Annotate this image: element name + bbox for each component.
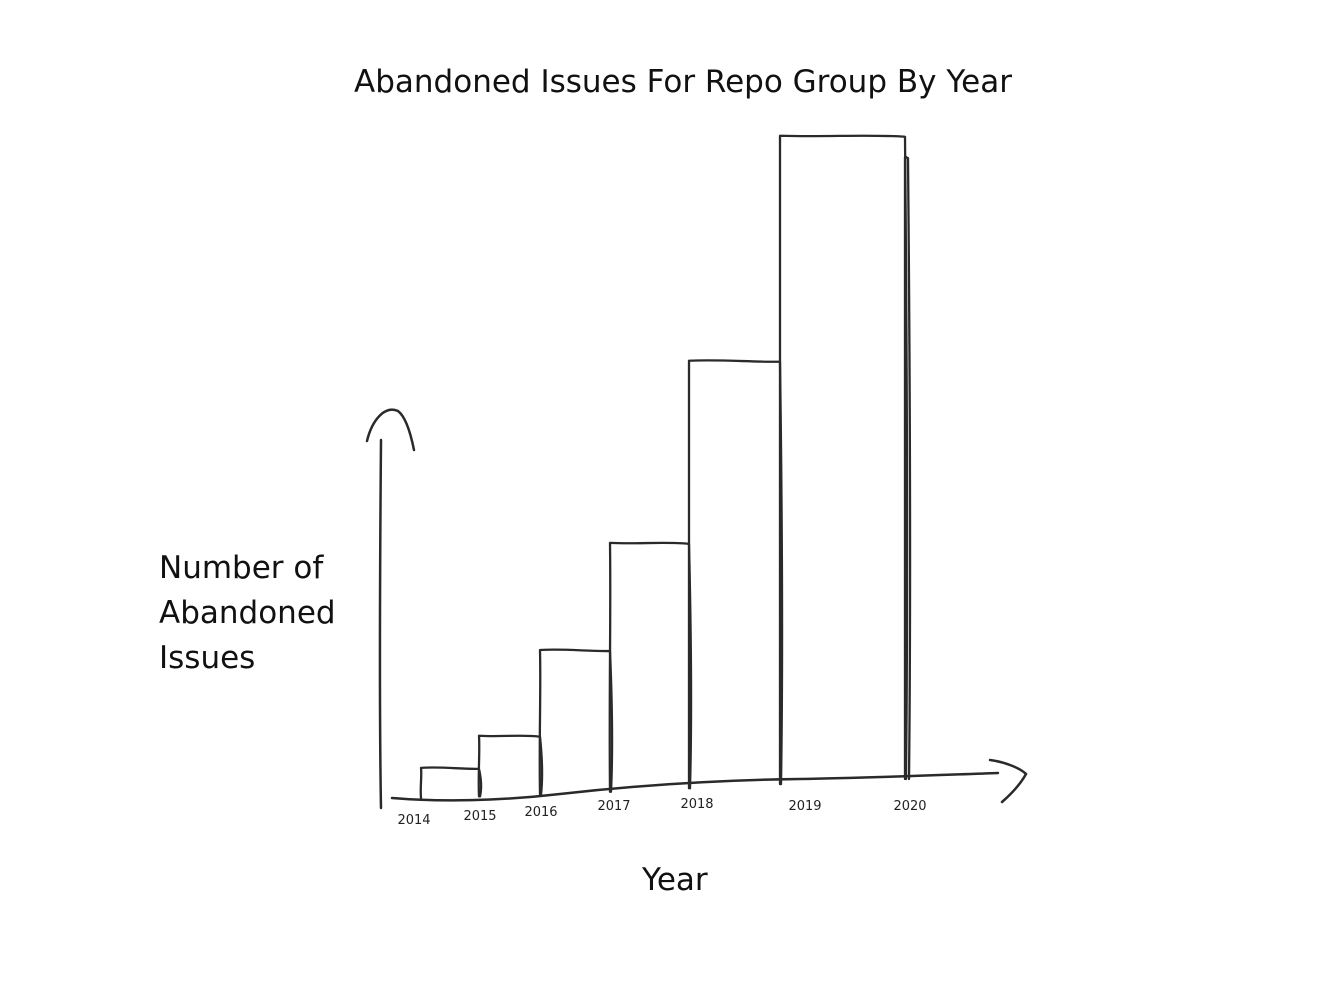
x-axis-line xyxy=(390,771,1000,802)
chart-title: Abandoned Issues For Repo Group By Year xyxy=(354,64,1012,100)
x-tick-label-2018: 2018 xyxy=(680,797,713,812)
bar-2018 xyxy=(687,359,784,790)
x-tick-label-2017: 2017 xyxy=(597,799,630,814)
y-axis-line xyxy=(378,438,383,810)
y-axis-label-line-3: Issues xyxy=(159,640,256,676)
bar-2020 xyxy=(903,155,912,781)
bar-2014 xyxy=(419,766,483,800)
x-axis-arrowhead xyxy=(988,758,1028,804)
y-axis-arrowhead xyxy=(365,408,416,452)
axes-group xyxy=(365,408,1028,810)
tick-labels-group: 2014 2015 2016 2017 2018 2019 2020 xyxy=(397,797,926,828)
x-tick-label-2019: 2019 xyxy=(788,799,821,814)
y-axis-label-line-2: Abandoned xyxy=(159,595,336,631)
bar-2019 xyxy=(778,134,909,786)
x-tick-label-2016: 2016 xyxy=(524,805,557,820)
x-tick-label-2014: 2014 xyxy=(397,813,430,828)
bar-2015 xyxy=(477,734,544,798)
bar-2017 xyxy=(608,541,693,793)
x-axis-label: Year xyxy=(642,862,708,898)
x-tick-label-2015: 2015 xyxy=(463,809,496,824)
bar-2016 xyxy=(538,648,614,796)
y-axis-label: Number of Abandoned Issues xyxy=(159,546,359,681)
bars-group xyxy=(419,134,912,800)
x-tick-label-2020: 2020 xyxy=(893,799,926,814)
y-axis-label-line-1: Number of xyxy=(159,550,324,586)
